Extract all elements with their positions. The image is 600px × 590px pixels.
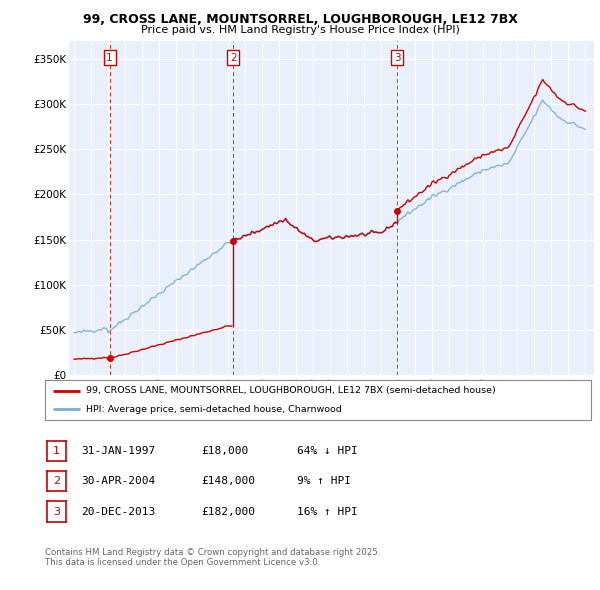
Text: £18,000: £18,000 (201, 447, 248, 456)
Text: 2: 2 (53, 476, 60, 486)
Text: 3: 3 (53, 507, 60, 516)
Text: 1: 1 (106, 53, 113, 63)
Text: HPI: Average price, semi-detached house, Charnwood: HPI: Average price, semi-detached house,… (86, 405, 342, 414)
Text: 30-APR-2004: 30-APR-2004 (81, 476, 155, 486)
Text: 1: 1 (53, 447, 60, 456)
Text: 9% ↑ HPI: 9% ↑ HPI (297, 476, 351, 486)
Text: 16% ↑ HPI: 16% ↑ HPI (297, 507, 358, 516)
Text: 64% ↓ HPI: 64% ↓ HPI (297, 447, 358, 456)
Text: 31-JAN-1997: 31-JAN-1997 (81, 447, 155, 456)
Text: 2: 2 (230, 53, 236, 63)
Text: 99, CROSS LANE, MOUNTSORREL, LOUGHBOROUGH, LE12 7BX (semi-detached house): 99, CROSS LANE, MOUNTSORREL, LOUGHBOROUG… (86, 386, 496, 395)
Text: Contains HM Land Registry data © Crown copyright and database right 2025.
This d: Contains HM Land Registry data © Crown c… (45, 548, 380, 567)
Text: 20-DEC-2013: 20-DEC-2013 (81, 507, 155, 516)
Text: 3: 3 (394, 53, 401, 63)
Text: Price paid vs. HM Land Registry's House Price Index (HPI): Price paid vs. HM Land Registry's House … (140, 25, 460, 35)
Text: 99, CROSS LANE, MOUNTSORREL, LOUGHBOROUGH, LE12 7BX: 99, CROSS LANE, MOUNTSORREL, LOUGHBOROUG… (83, 13, 517, 26)
Text: £148,000: £148,000 (201, 476, 255, 486)
Text: £182,000: £182,000 (201, 507, 255, 516)
